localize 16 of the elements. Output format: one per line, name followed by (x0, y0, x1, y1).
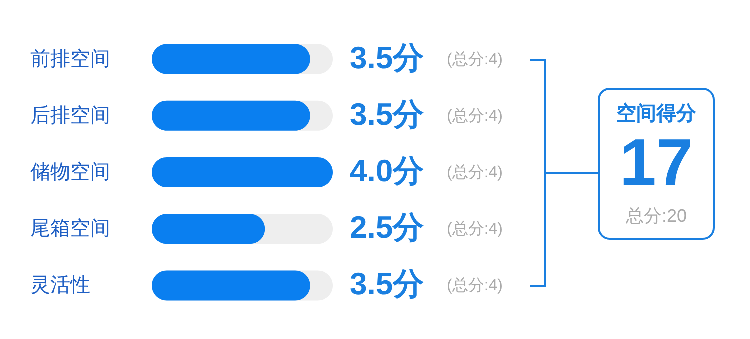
data-label: 2.5分 (350, 210, 424, 246)
y-tick-label: 储物空间 (30, 162, 110, 184)
y-tick-label: 前排空间 (30, 48, 110, 70)
y-tick-label: 灵活性 (30, 274, 90, 297)
y-tick-label: 后排空间 (30, 104, 110, 127)
text: (总分:4) (447, 276, 503, 295)
data-label: 3.5分 (350, 40, 424, 76)
score-card: 空间得分 17 总分:20 (598, 88, 715, 240)
text: (总分:4) (447, 50, 503, 68)
y-tick-label: 尾箱空间 (30, 218, 110, 240)
data-label: 3.5分 (350, 266, 424, 302)
text: (总分:4) (447, 106, 503, 125)
data-label: 3.5分 (350, 96, 424, 132)
text: (总分:4) (447, 164, 503, 182)
data-label: 4.0分 (350, 154, 424, 188)
text: (总分:4) (447, 220, 503, 238)
